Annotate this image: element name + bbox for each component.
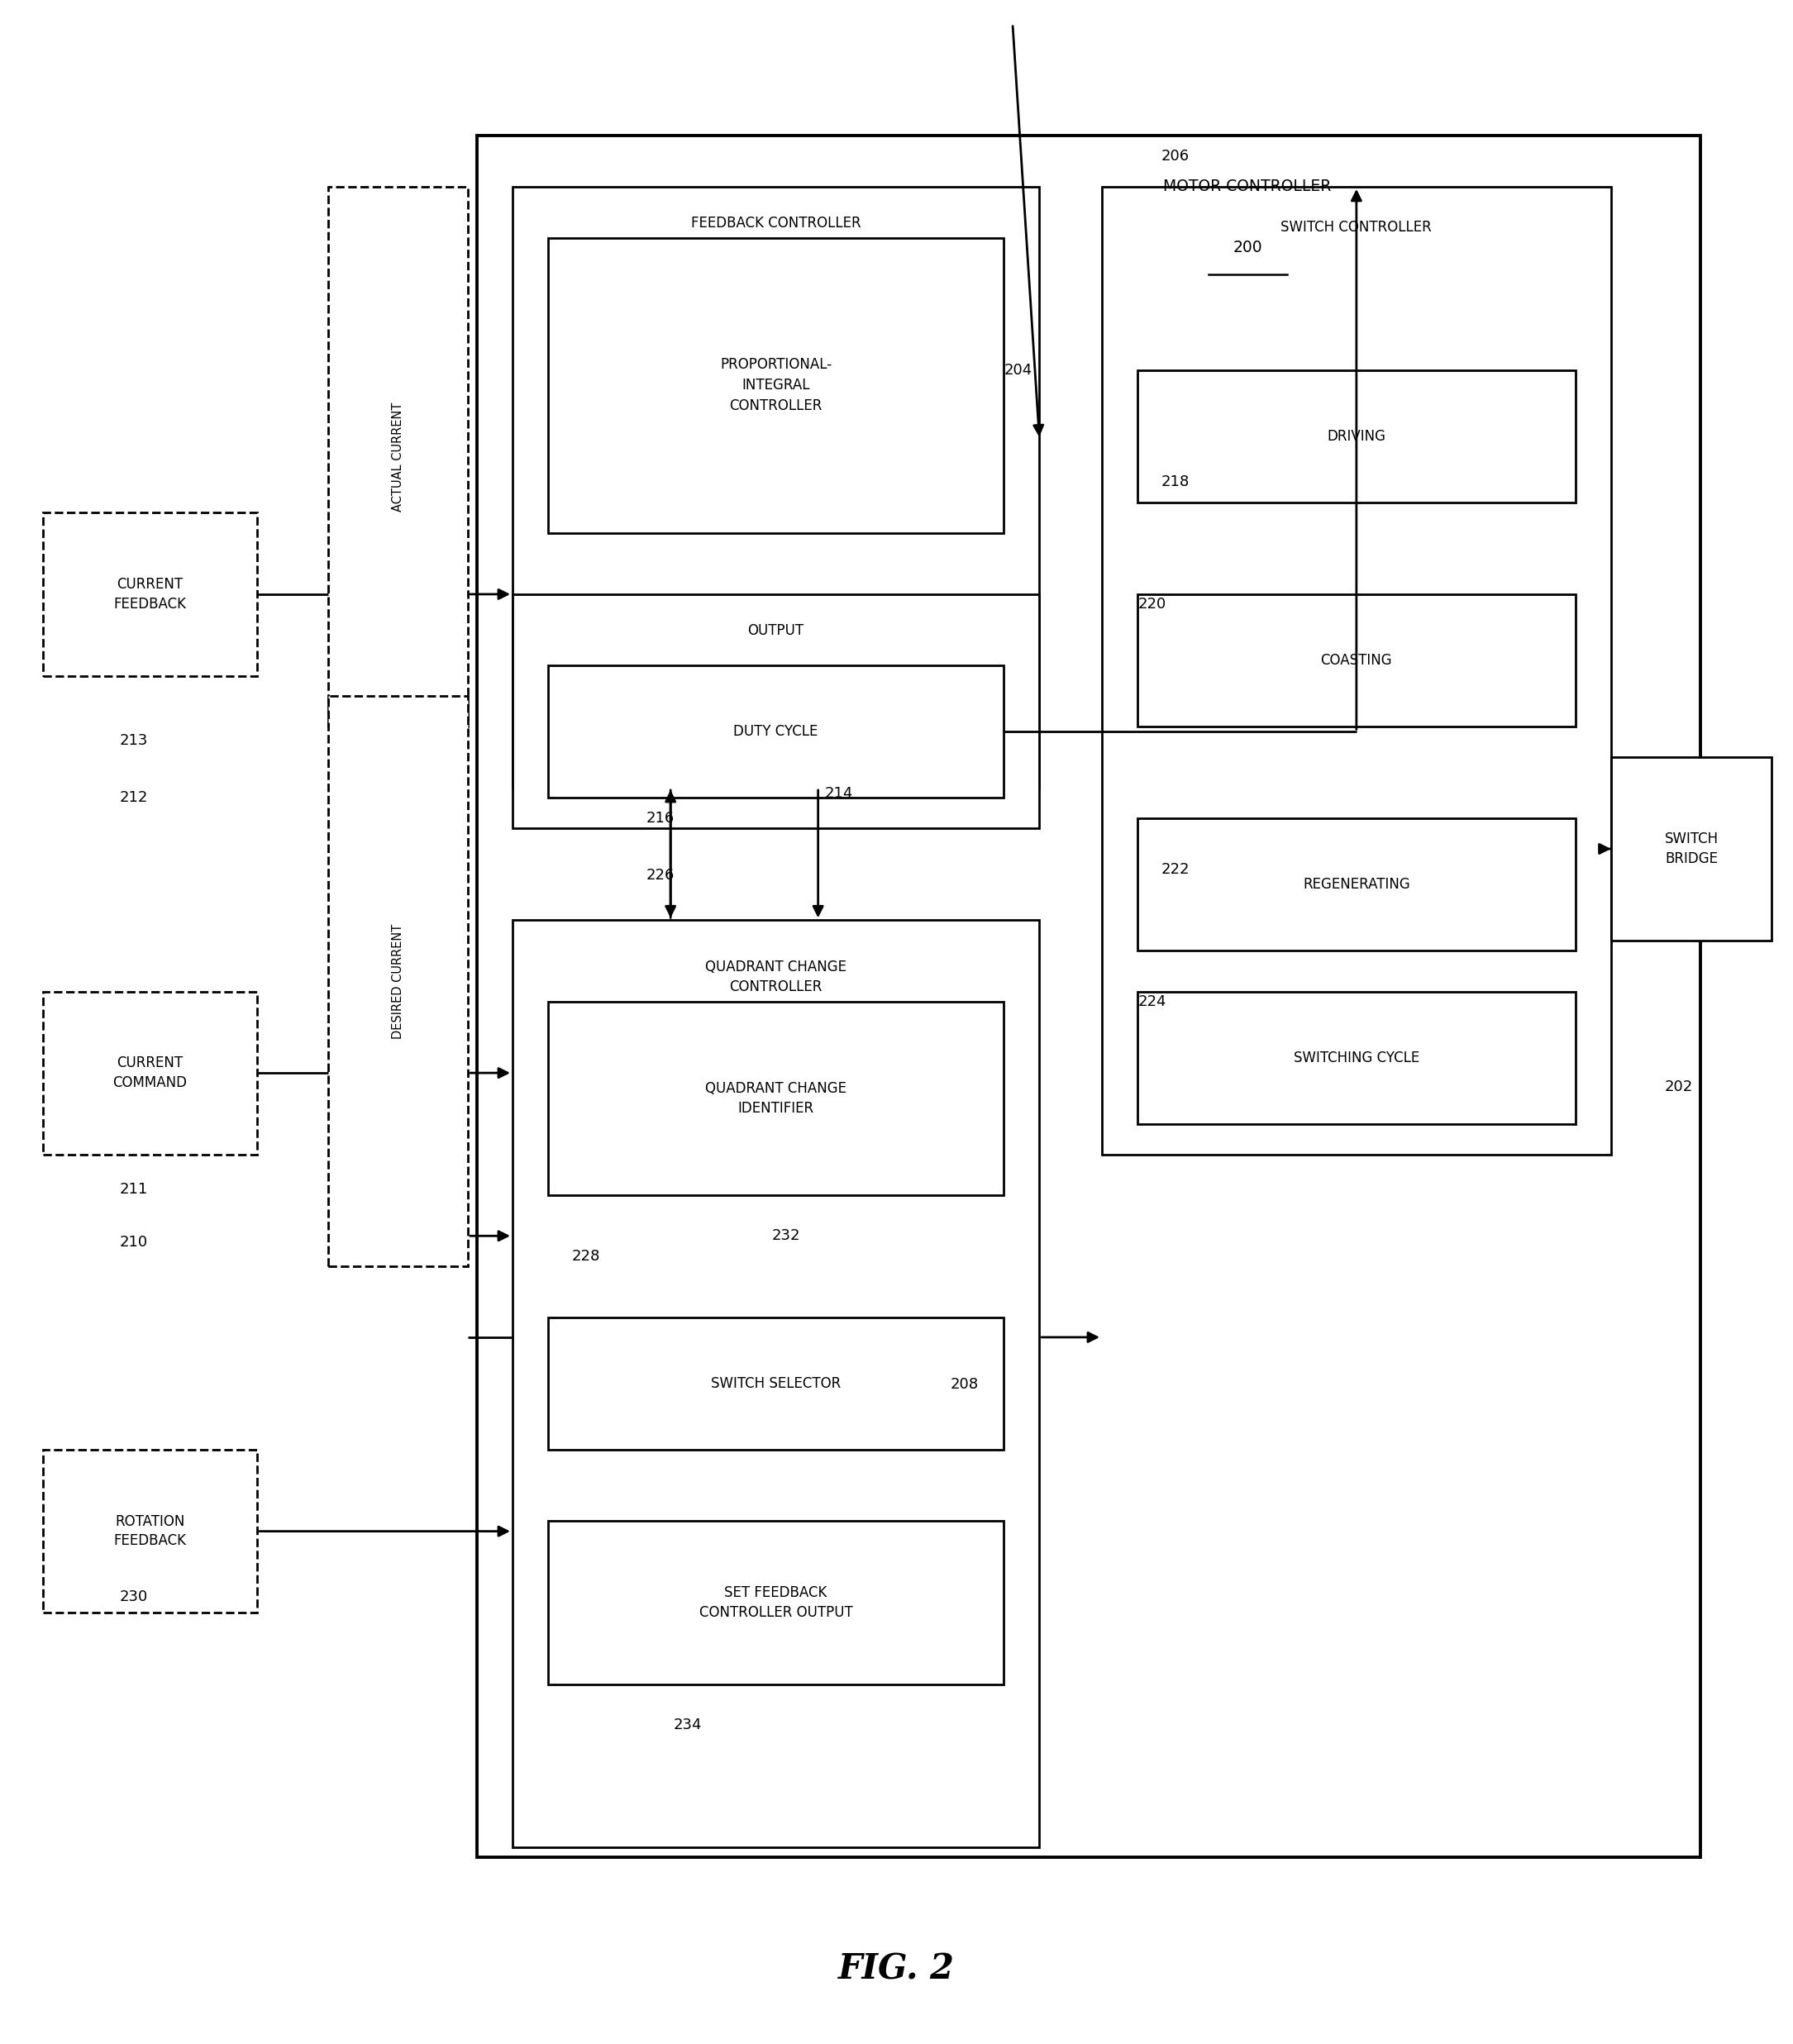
Text: 211: 211 <box>120 1181 147 1196</box>
FancyBboxPatch shape <box>549 237 1004 533</box>
FancyBboxPatch shape <box>1137 818 1576 950</box>
Text: SWITCHING CYCLE: SWITCHING CYCLE <box>1293 1051 1420 1065</box>
Text: SWITCH
BRIDGE: SWITCH BRIDGE <box>1664 832 1718 867</box>
Text: DRIVING: DRIVING <box>1327 429 1386 444</box>
Text: SWITCH CONTROLLER: SWITCH CONTROLLER <box>1280 221 1433 235</box>
FancyBboxPatch shape <box>43 1449 256 1613</box>
FancyBboxPatch shape <box>549 666 1004 797</box>
FancyBboxPatch shape <box>549 1002 1004 1196</box>
Text: 210: 210 <box>120 1235 147 1249</box>
Text: OUTPUT: OUTPUT <box>748 623 803 638</box>
Text: 213: 213 <box>120 734 149 748</box>
Text: DESIRED CURRENT: DESIRED CURRENT <box>393 924 405 1038</box>
Text: 218: 218 <box>1160 474 1189 491</box>
FancyBboxPatch shape <box>549 1521 1004 1684</box>
Text: 208: 208 <box>950 1378 979 1392</box>
Text: 204: 204 <box>1004 362 1033 378</box>
Text: 216: 216 <box>647 811 674 826</box>
Text: 226: 226 <box>647 869 674 883</box>
FancyBboxPatch shape <box>477 135 1700 1858</box>
FancyBboxPatch shape <box>328 186 468 726</box>
Text: 206: 206 <box>1160 149 1189 164</box>
Text: FIG. 2: FIG. 2 <box>837 1952 956 1987</box>
Text: ACTUAL CURRENT: ACTUAL CURRENT <box>393 403 405 511</box>
Text: CURRENT
FEEDBACK: CURRENT FEEDBACK <box>113 576 186 611</box>
FancyBboxPatch shape <box>43 513 256 677</box>
Text: MOTOR CONTROLLER: MOTOR CONTROLLER <box>1164 180 1332 194</box>
FancyBboxPatch shape <box>1137 595 1576 726</box>
FancyBboxPatch shape <box>328 697 468 1267</box>
Text: 202: 202 <box>1664 1079 1693 1096</box>
Text: FEEDBACK CONTROLLER: FEEDBACK CONTROLLER <box>690 217 861 231</box>
Text: 220: 220 <box>1137 597 1165 611</box>
FancyBboxPatch shape <box>549 1318 1004 1449</box>
Text: SWITCH SELECTOR: SWITCH SELECTOR <box>712 1376 841 1392</box>
FancyBboxPatch shape <box>513 186 1040 787</box>
Text: 232: 232 <box>771 1228 800 1243</box>
FancyBboxPatch shape <box>1610 756 1771 940</box>
Text: 228: 228 <box>572 1249 601 1263</box>
Text: CURRENT
COMMAND: CURRENT COMMAND <box>113 1057 186 1089</box>
Text: COASTING: COASTING <box>1321 652 1391 668</box>
FancyBboxPatch shape <box>1103 186 1610 1155</box>
Text: 230: 230 <box>120 1588 147 1605</box>
Text: PROPORTIONAL-
INTEGRAL
CONTROLLER: PROPORTIONAL- INTEGRAL CONTROLLER <box>721 358 832 413</box>
Text: QUADRANT CHANGE
IDENTIFIER: QUADRANT CHANGE IDENTIFIER <box>705 1081 846 1116</box>
Text: 222: 222 <box>1160 863 1189 877</box>
Text: REGENERATING: REGENERATING <box>1304 877 1409 891</box>
FancyBboxPatch shape <box>1137 991 1576 1124</box>
Text: 224: 224 <box>1137 993 1165 1010</box>
Text: DUTY CYCLE: DUTY CYCLE <box>733 724 818 740</box>
Text: 212: 212 <box>120 791 149 805</box>
FancyBboxPatch shape <box>43 991 256 1155</box>
Text: 234: 234 <box>672 1717 701 1731</box>
Text: QUADRANT CHANGE
CONTROLLER: QUADRANT CHANGE CONTROLLER <box>705 961 846 993</box>
Text: 200: 200 <box>1234 239 1262 256</box>
FancyBboxPatch shape <box>513 595 1040 828</box>
FancyBboxPatch shape <box>513 920 1040 1848</box>
Text: ROTATION
FEEDBACK: ROTATION FEEDBACK <box>113 1515 186 1549</box>
FancyBboxPatch shape <box>1137 370 1576 503</box>
Text: 214: 214 <box>825 787 853 801</box>
Text: SET FEEDBACK
CONTROLLER OUTPUT: SET FEEDBACK CONTROLLER OUTPUT <box>699 1586 853 1619</box>
